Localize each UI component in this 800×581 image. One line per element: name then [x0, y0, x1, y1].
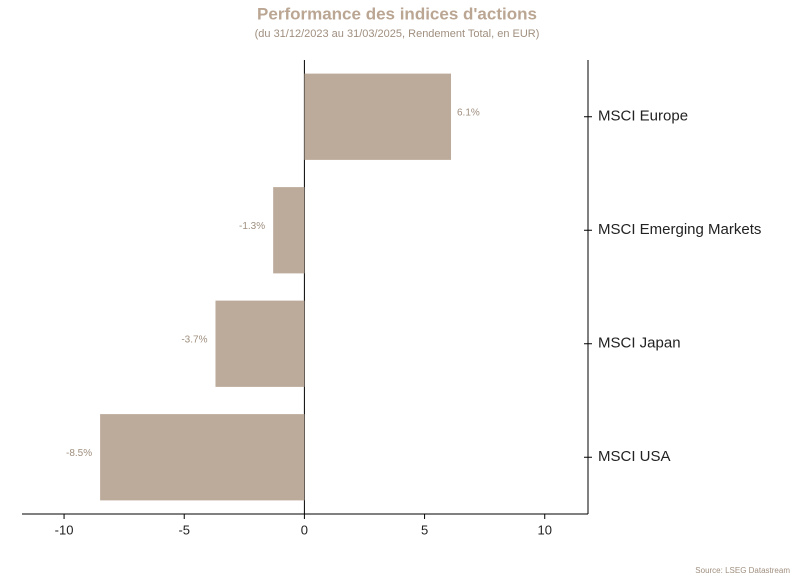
value-label: 6.1% — [457, 107, 480, 118]
x-tick-label: 10 — [538, 522, 552, 537]
bar — [304, 73, 452, 160]
x-tick-label: -10 — [55, 522, 74, 537]
y-tick-label: MSCI Europe — [598, 108, 688, 125]
bar — [273, 187, 305, 274]
x-tick-label: 0 — [301, 522, 308, 537]
value-label: -3.7% — [181, 334, 207, 345]
x-tick-label: -5 — [178, 522, 190, 537]
y-tick-label: MSCI Japan — [598, 335, 681, 352]
source: Source: LSEG Datastream — [695, 566, 790, 575]
bar — [215, 300, 305, 387]
chart-title: Performance des indices d'actions — [257, 4, 537, 23]
bar — [100, 414, 305, 501]
y-tick-label: MSCI Emerging Markets — [598, 221, 761, 238]
chart-subtitle: (du 31/12/2023 au 31/03/2025, Rendement … — [255, 28, 540, 40]
x-tick-label: 5 — [421, 522, 428, 537]
y-tick-label: MSCI USA — [598, 448, 671, 465]
value-label: -8.5% — [66, 448, 92, 459]
value-label: -1.3% — [239, 221, 265, 232]
